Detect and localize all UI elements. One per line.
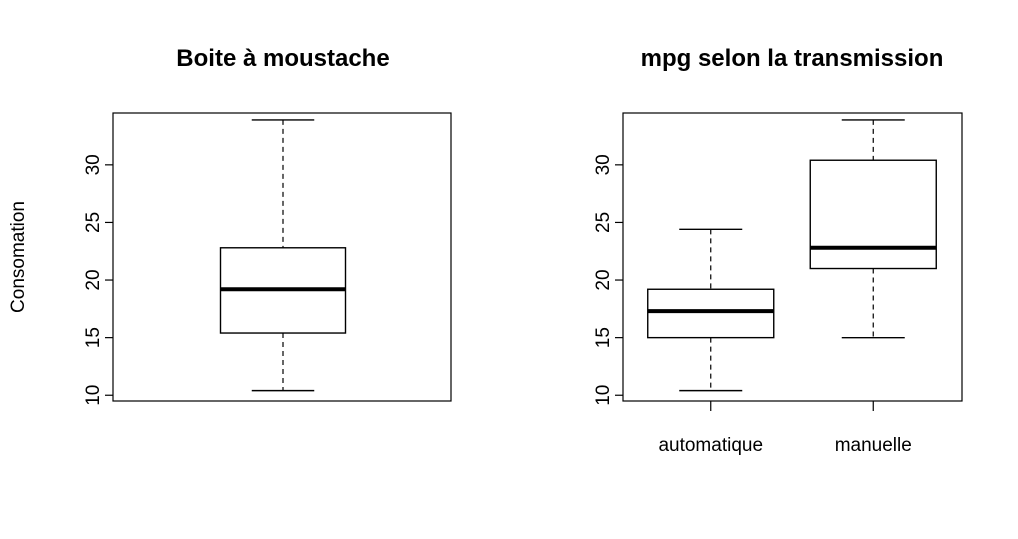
panel-boxplot-by-transmission: mpg selon la transmission 10 15 20 25 30 aut…	[593, 45, 963, 456]
y-tick-label: 30	[593, 154, 614, 175]
y-tick-label: 10	[83, 385, 104, 406]
y-tick-label: 15	[83, 327, 104, 348]
y-tick-label: 20	[593, 269, 614, 290]
y-tick-label: 25	[593, 212, 614, 233]
chart-title: mpg selon la transmission	[641, 45, 944, 72]
y-tick-label: 25	[83, 212, 104, 233]
y-axis: 10 15 20 25 30	[83, 154, 113, 406]
x-tick-label: automatique	[658, 435, 763, 456]
x-axis: automatique manuelle	[658, 401, 912, 456]
box-iqr	[647, 288, 775, 339]
panel-boxplot-overall: Boite à moustache Consomation 10 15 20 25 30	[8, 45, 452, 406]
plot-frame	[622, 112, 963, 402]
plot-frame	[112, 112, 452, 402]
y-axis-label: Consomation	[8, 201, 29, 313]
x-tick-label: manuelle	[835, 435, 912, 456]
y-tick-label: 15	[593, 327, 614, 348]
y-tick-label: 20	[83, 269, 104, 290]
boxes	[647, 119, 937, 392]
chart-title: Boite à moustache	[176, 45, 389, 72]
y-tick-label: 10	[593, 385, 614, 406]
box-iqr	[809, 159, 937, 270]
y-axis: 10 15 20 25 30	[593, 154, 623, 406]
y-tick-label: 30	[83, 154, 104, 175]
boxes	[219, 119, 347, 392]
